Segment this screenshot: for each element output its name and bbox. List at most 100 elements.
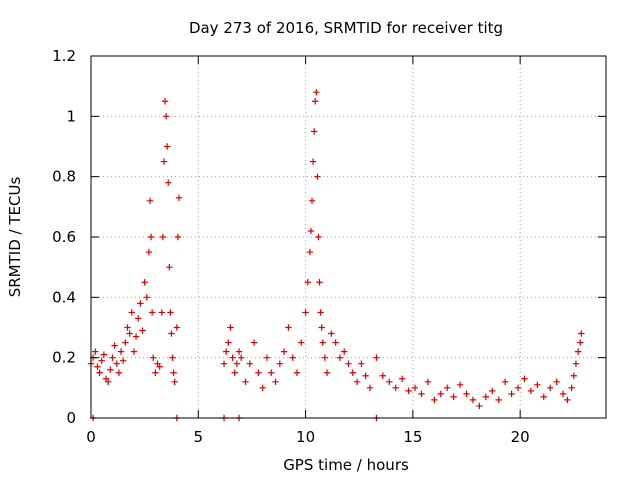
- data-point: [482, 393, 490, 401]
- data-point: [146, 197, 154, 204]
- data-point: [323, 369, 331, 376]
- data-point: [392, 384, 399, 392]
- data-point: [162, 113, 170, 120]
- y-tick-label: 0.6: [52, 228, 76, 246]
- axis-ticks: 0 5 10 15 20 0 0.2 0.4 0.6 0.8 1 1.2: [52, 47, 606, 446]
- data-point: [255, 369, 262, 376]
- data-point: [263, 354, 271, 361]
- data-point: [141, 279, 148, 286]
- data-point: [450, 393, 457, 401]
- data-point: [336, 354, 344, 361]
- data-point: [235, 348, 243, 355]
- data-point: [559, 390, 567, 398]
- data-point: [411, 384, 419, 392]
- data-point: [321, 354, 329, 361]
- data-point: [534, 381, 541, 389]
- data-point: [137, 300, 144, 307]
- data-point: [379, 372, 387, 379]
- data-point: [117, 348, 125, 355]
- data-point: [231, 369, 238, 376]
- data-point: [553, 378, 560, 385]
- data-point: [570, 372, 578, 379]
- data-point: [463, 390, 470, 398]
- data-point: [170, 369, 177, 376]
- y-tick-label: 1: [66, 107, 76, 125]
- data-point: [568, 384, 575, 392]
- data-point: [306, 248, 314, 256]
- data-point: [272, 378, 279, 385]
- data-point: [304, 279, 311, 286]
- data-points: [87, 89, 585, 422]
- data-point: [159, 233, 167, 241]
- data-point: [293, 369, 301, 376]
- data-point: [489, 387, 496, 395]
- data-point: [316, 279, 323, 286]
- y-axis-label: SRMTID / TECUs: [6, 177, 24, 298]
- grid-lines: [91, 56, 606, 418]
- data-point: [540, 393, 547, 401]
- data-point: [100, 351, 108, 358]
- y-tick-label: 0.4: [52, 288, 76, 306]
- data-point: [165, 179, 172, 186]
- data-point: [437, 390, 444, 398]
- data-point: [268, 369, 275, 376]
- data-point: [418, 390, 425, 398]
- data-point: [353, 378, 361, 385]
- data-point: [289, 354, 296, 361]
- data-point: [456, 381, 464, 389]
- data-point: [126, 330, 133, 337]
- data-point: [521, 375, 528, 382]
- data-point: [307, 227, 315, 235]
- data-point: [150, 354, 157, 361]
- data-point: [280, 348, 288, 355]
- data-point: [308, 197, 316, 204]
- data-point: [173, 324, 181, 331]
- data-point: [139, 327, 146, 334]
- data-point: [242, 378, 249, 385]
- data-point: [246, 360, 253, 367]
- data-point: [514, 384, 522, 392]
- data-point: [92, 348, 99, 355]
- data-point: [238, 354, 245, 361]
- y-tick-label: 0: [66, 409, 76, 427]
- data-point: [107, 366, 114, 373]
- data-point: [130, 348, 138, 355]
- data-point: [135, 315, 142, 322]
- data-point: [424, 378, 432, 385]
- data-point: [313, 89, 320, 96]
- x-tick-label: 15: [403, 428, 422, 446]
- data-point: [166, 263, 173, 271]
- data-point: [94, 363, 101, 370]
- data-point: [373, 354, 380, 361]
- data-point: [564, 396, 571, 404]
- data-point: [574, 348, 582, 355]
- y-tick-label: 0.2: [52, 349, 76, 367]
- data-point: [229, 354, 236, 361]
- x-tick-label: 20: [511, 428, 530, 446]
- data-point: [547, 384, 554, 392]
- data-point: [174, 233, 182, 241]
- data-point: [158, 309, 166, 316]
- data-point: [405, 387, 412, 395]
- data-point: [315, 233, 322, 241]
- data-point: [572, 360, 580, 367]
- data-point: [431, 396, 438, 404]
- data-point: [128, 309, 135, 316]
- data-point: [220, 360, 228, 367]
- data-point: [358, 360, 365, 367]
- data-point: [476, 402, 483, 410]
- data-point: [160, 158, 168, 165]
- data-point: [171, 378, 178, 385]
- data-point: [345, 360, 352, 367]
- data-point: [501, 378, 509, 385]
- data-point: [276, 360, 284, 367]
- data-point: [104, 378, 112, 385]
- data-point: [98, 357, 105, 364]
- data-point: [225, 339, 232, 346]
- data-point: [319, 339, 326, 346]
- x-tick-label: 0: [86, 428, 96, 446]
- data-point: [161, 98, 169, 105]
- data-point: [113, 360, 120, 367]
- y-tick-label: 0.8: [52, 168, 76, 186]
